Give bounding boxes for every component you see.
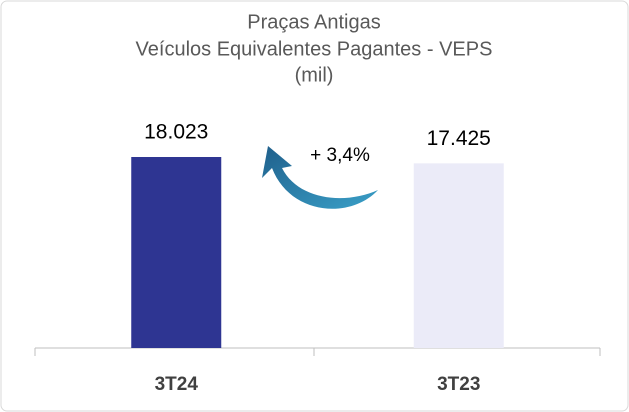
bar [131,157,222,348]
bar [413,163,504,348]
chart-title: Praças Antigas [247,11,380,33]
x-tick-label: 3T23 [437,374,480,395]
chart-unit: (mil) [295,64,334,86]
growth-annotation: + 3,4% [310,145,370,166]
x-tick-label: 3T24 [155,374,199,395]
value-label: 18.023 [144,121,208,144]
growth-arrow [262,146,378,209]
value-label: 17.425 [427,127,491,150]
chart-subtitle: Veículos Equivalentes Pagantes - VEPS [136,38,493,60]
